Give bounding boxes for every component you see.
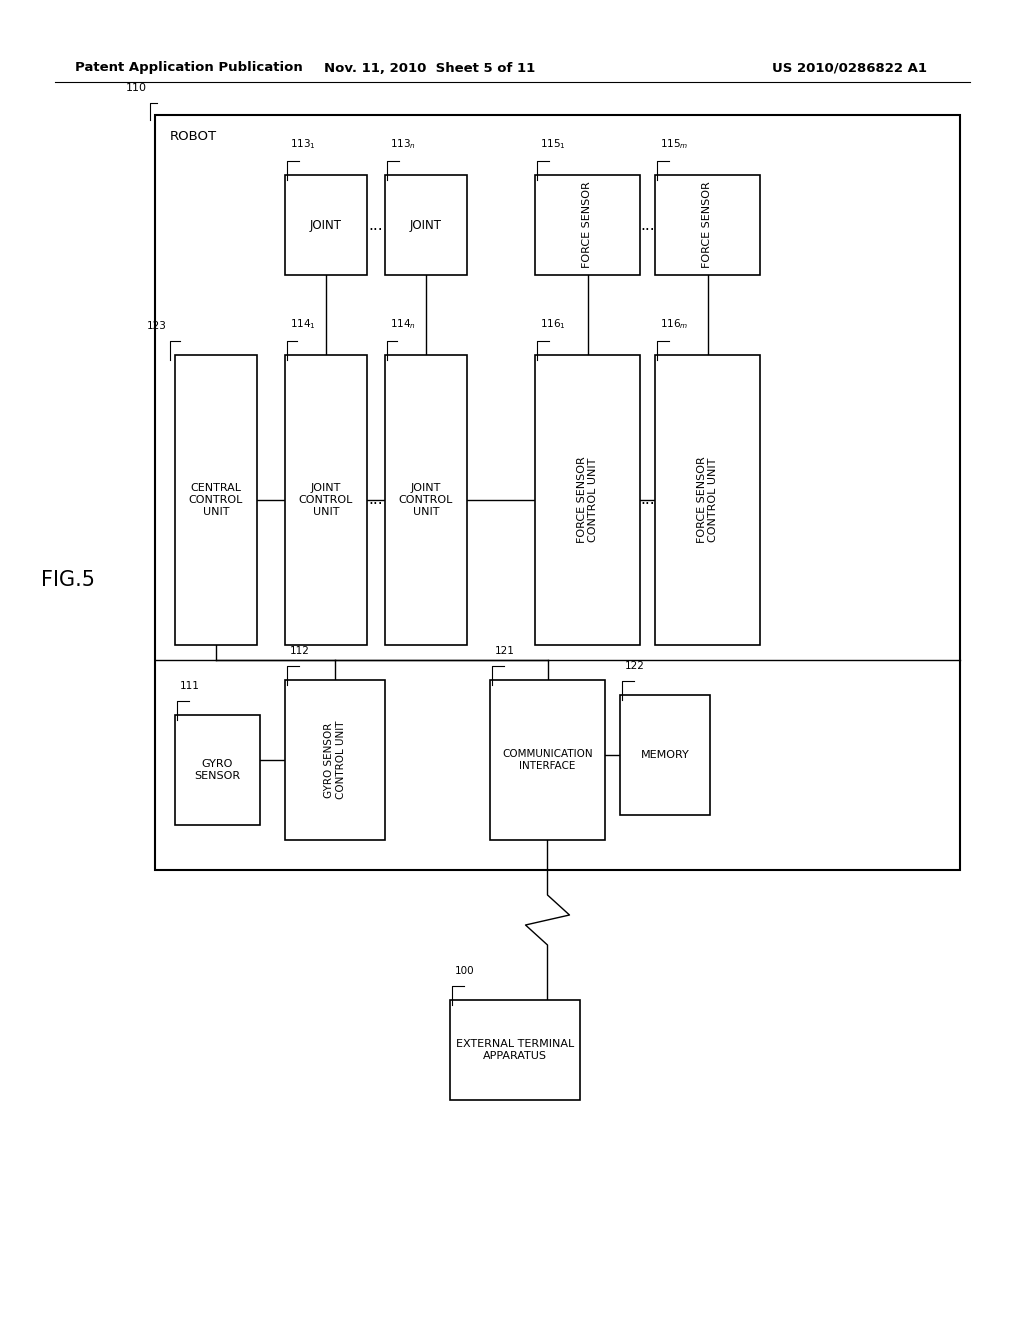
Text: EXTERNAL TERMINAL
APPARATUS: EXTERNAL TERMINAL APPARATUS — [456, 1039, 574, 1061]
Bar — [535, 355, 640, 645]
Text: ...: ... — [640, 492, 654, 507]
Text: 114$_n$: 114$_n$ — [390, 317, 416, 331]
Text: GYRO
SENSOR: GYRO SENSOR — [195, 759, 241, 781]
Bar — [620, 696, 710, 814]
Text: 111: 111 — [180, 681, 200, 690]
Text: ...: ... — [369, 492, 383, 507]
Text: JOINT: JOINT — [410, 219, 442, 231]
Bar — [490, 680, 605, 840]
Text: ROBOT: ROBOT — [170, 131, 217, 144]
Text: ...: ... — [640, 218, 654, 232]
Text: 115$_1$: 115$_1$ — [540, 137, 566, 150]
Text: CENTRAL
CONTROL
UNIT: CENTRAL CONTROL UNIT — [188, 483, 243, 516]
Text: FIG.5: FIG.5 — [41, 570, 95, 590]
Text: 114$_1$: 114$_1$ — [290, 317, 315, 331]
Text: JOINT: JOINT — [310, 219, 342, 231]
Bar — [655, 355, 760, 645]
Text: 100: 100 — [455, 966, 475, 975]
Bar — [155, 115, 961, 870]
Bar — [175, 355, 257, 645]
Text: 116$_1$: 116$_1$ — [540, 317, 566, 331]
Text: 116$_m$: 116$_m$ — [660, 317, 688, 331]
Bar — [385, 355, 467, 645]
Bar — [385, 176, 467, 275]
Text: US 2010/0286822 A1: US 2010/0286822 A1 — [772, 62, 928, 74]
Text: 122: 122 — [625, 661, 645, 671]
Bar — [285, 355, 367, 645]
Text: 115$_m$: 115$_m$ — [660, 137, 688, 150]
Text: 121: 121 — [495, 645, 515, 656]
Text: ...: ... — [369, 218, 383, 232]
Text: 123: 123 — [147, 321, 167, 331]
Text: FORCE SENSOR
CONTROL UNIT: FORCE SENSOR CONTROL UNIT — [696, 457, 718, 544]
Text: 113$_n$: 113$_n$ — [390, 137, 416, 150]
Bar — [655, 176, 760, 275]
Bar — [450, 1001, 580, 1100]
Bar — [285, 176, 367, 275]
Text: COMMUNICATION
INTERFACE: COMMUNICATION INTERFACE — [502, 750, 593, 771]
Text: FORCE SENSOR: FORCE SENSOR — [702, 182, 713, 268]
Text: JOINT
CONTROL
UNIT: JOINT CONTROL UNIT — [299, 483, 353, 516]
Bar — [175, 715, 260, 825]
Text: JOINT
CONTROL
UNIT: JOINT CONTROL UNIT — [398, 483, 454, 516]
Bar — [285, 680, 385, 840]
Text: FORCE SENSOR: FORCE SENSOR — [583, 182, 593, 268]
Text: Patent Application Publication: Patent Application Publication — [75, 62, 303, 74]
Bar — [535, 176, 640, 275]
Text: GYRO SENSOR
CONTROL UNIT: GYRO SENSOR CONTROL UNIT — [325, 721, 346, 799]
Text: MEMORY: MEMORY — [641, 750, 689, 760]
Text: 112: 112 — [290, 645, 310, 656]
Text: FORCE SENSOR
CONTROL UNIT: FORCE SENSOR CONTROL UNIT — [577, 457, 598, 544]
Text: Nov. 11, 2010  Sheet 5 of 11: Nov. 11, 2010 Sheet 5 of 11 — [325, 62, 536, 74]
Text: 110: 110 — [126, 83, 147, 92]
Text: 113$_1$: 113$_1$ — [290, 137, 315, 150]
